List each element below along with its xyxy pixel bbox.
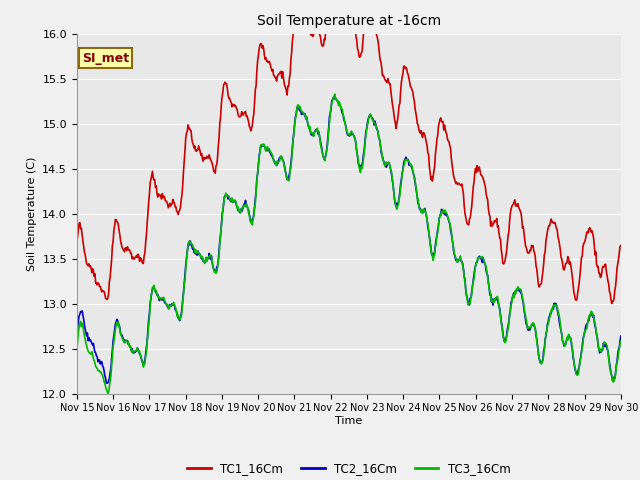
TC2_16Cm [417, 205, 424, 211]
TC3_16Cm [433, 240, 440, 246]
TC2_16Cm [433, 237, 440, 242]
TC3_16Cm [104, 390, 111, 396]
TC3_16Cm [617, 338, 625, 344]
TC1_16Cm [416, 129, 424, 135]
Line: TC3_16Cm: TC3_16Cm [77, 94, 621, 393]
Legend: TC1_16Cm, TC2_16Cm, TC3_16Cm: TC1_16Cm, TC2_16Cm, TC3_16Cm [182, 457, 515, 480]
TC2_16Cm [83, 333, 90, 339]
TC3_16Cm [331, 91, 339, 97]
TC3_16Cm [417, 207, 424, 213]
Text: SI_met: SI_met [82, 51, 129, 65]
Y-axis label: Soil Temperature (C): Soil Temperature (C) [27, 156, 36, 271]
TC1_16Cm [431, 151, 439, 157]
TC1_16Cm [617, 243, 625, 249]
TC3_16Cm [195, 249, 202, 255]
TC2_16Cm [330, 94, 338, 99]
TC1_16Cm [73, 239, 81, 245]
TC2_16Cm [103, 381, 111, 386]
TC1_16Cm [223, 81, 230, 87]
TC1_16Cm [194, 147, 202, 153]
TC3_16Cm [223, 193, 231, 199]
Line: TC2_16Cm: TC2_16Cm [77, 96, 621, 384]
TC2_16Cm [617, 334, 625, 339]
Line: TC1_16Cm: TC1_16Cm [77, 0, 621, 304]
TC3_16Cm [140, 364, 147, 370]
X-axis label: Time: Time [335, 416, 362, 426]
TC3_16Cm [73, 346, 81, 352]
TC3_16Cm [83, 343, 90, 348]
TC2_16Cm [195, 252, 202, 257]
TC1_16Cm [139, 261, 147, 266]
TC1_16Cm [83, 261, 90, 266]
TC2_16Cm [223, 193, 231, 199]
TC2_16Cm [140, 362, 147, 368]
Title: Soil Temperature at -16cm: Soil Temperature at -16cm [257, 14, 441, 28]
TC2_16Cm [73, 334, 81, 339]
TC1_16Cm [608, 301, 616, 307]
